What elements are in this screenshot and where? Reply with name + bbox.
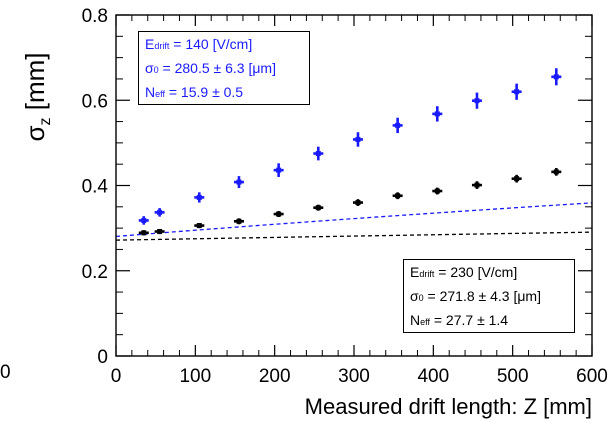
y-label-symbol: σ [20,125,50,141]
fit-curve-series-0 [115,202,593,238]
s-symbol: σ [145,60,154,76]
marker [514,89,520,95]
data-point-series-1 [194,223,205,229]
stray-tick-label: 0 [0,362,11,383]
marker [474,182,480,188]
marker [141,230,147,236]
x-tick-label: 100 [179,366,211,387]
marker [236,218,242,224]
e-sub: drift [419,269,435,279]
marker [474,98,480,104]
data-point-series-0 [273,163,284,177]
y-tick-label: 0.8 [82,6,108,27]
x-tick-label: 0 [111,366,122,387]
y-tick-label: 0.6 [82,91,108,112]
data-point-series-1 [352,199,363,206]
e-value: = 140 [V/cm] [173,36,253,52]
marker [157,209,163,215]
marker [434,111,440,117]
y-tick-label: 0.4 [82,177,109,198]
n-value: = 15.9 ± 0.5 [168,84,244,100]
marker [553,74,559,80]
marker [355,136,361,142]
y-tick-label: 0 [97,347,108,368]
marker [434,188,440,194]
marker [395,122,401,128]
e-value: = 230 [V/cm] [438,264,518,280]
marker [196,194,202,200]
s-sub: 0 [153,65,159,75]
data-point-series-0 [154,208,165,217]
y-axis-label: σz [mm] [20,52,54,141]
data-point-series-1 [138,230,149,236]
n-sub: eff [155,89,165,99]
n-symbol: N [410,312,421,328]
s-sub: 0 [418,293,424,303]
data-point-series-0 [511,83,522,100]
fit-curves [115,202,593,241]
x-tick-label: 200 [259,366,291,387]
data-point-series-1 [392,192,403,200]
y-label-sub: z [37,117,54,125]
x-tick-label: 300 [338,366,370,387]
fit-curve-series-1 [115,231,593,241]
data-point-series-1 [154,228,165,235]
marker [553,169,559,175]
data-point-series-1 [233,218,244,225]
e-sub: drift [154,41,170,51]
data-points [138,68,562,236]
data-point-series-1 [551,168,562,176]
data-point-series-0 [233,176,244,189]
data-point-series-0 [551,68,562,86]
x-tick-label: 500 [497,366,529,387]
marker [395,193,401,199]
s-value: = 280.5 ± 6.3 [μm] [162,60,276,76]
marker [276,167,282,173]
e-symbol: E [410,264,420,280]
data-point-series-1 [511,174,522,183]
x-tick-label: 600 [576,366,608,387]
e-symbol: E [145,36,155,52]
data-point-series-0 [138,216,149,225]
s-symbol: σ [410,288,419,304]
data-point-series-0 [392,117,403,134]
n-value: = 27.7 ± 1.4 [433,312,509,328]
marker [315,151,321,157]
marker [196,223,202,229]
marker [514,176,520,182]
data-point-series-0 [471,92,482,109]
data-point-series-1 [432,187,443,195]
y-tick-label: 0.2 [82,262,108,283]
marker [315,205,321,211]
marker [355,200,361,206]
n-symbol: N [145,84,156,100]
data-point-series-0 [194,192,205,203]
y-label-unit: [mm] [20,52,50,117]
data-point-series-1 [471,181,482,189]
n-sub: eff [420,317,430,327]
data-point-series-0 [352,132,363,147]
data-point-series-0 [313,146,324,161]
axes: 0 100 200 300 400 500 600 0 0.2 0.4 0.6 0.8 Measured… [20,6,608,419]
s-value: = 271.8 ± 4.3 [μm] [427,288,541,304]
marker [141,217,147,223]
marker [236,179,242,185]
marker [157,229,163,235]
data-point-series-1 [313,204,324,211]
data-point-series-1 [273,211,284,218]
marker [276,211,282,217]
data-point-series-0 [432,106,443,122]
x-axis-label: Measured drift length: Z [mm] [305,394,592,419]
x-tick-label: 400 [417,366,449,387]
